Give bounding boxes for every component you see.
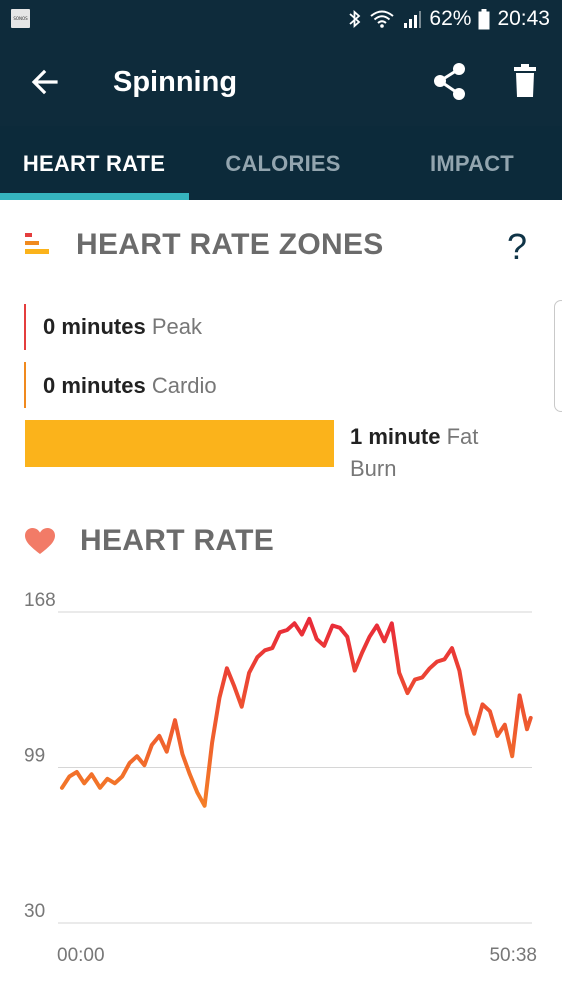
- y-tick-label: 30: [24, 901, 45, 922]
- wifi-icon: [370, 10, 395, 28]
- tab-calories[interactable]: CALORIES: [225, 151, 341, 176]
- zones-icon: [25, 233, 49, 254]
- trash-icon[interactable]: [505, 60, 545, 104]
- battery-percent: 62%: [429, 7, 472, 30]
- zone-cardio-name: Cardio: [151, 373, 217, 398]
- x-tick-label-start: 00:00: [57, 945, 105, 966]
- zone-cardio-text: 0 minutes Cardio: [43, 373, 217, 399]
- share-icon[interactable]: [430, 60, 470, 104]
- zones-section-title: HEART RATE ZONES: [76, 228, 384, 261]
- tab-impact[interactable]: IMPACT: [430, 151, 514, 176]
- app-bar: Spinning: [0, 38, 562, 126]
- zone-peak-marker: [24, 304, 26, 350]
- zone-fat-burn-text: 1 minute Fat Burn: [350, 421, 530, 485]
- zone-cardio-value: 0 minutes: [43, 373, 146, 398]
- battery-icon: [478, 8, 490, 29]
- bluetooth-icon: [349, 9, 361, 29]
- signal-icon: [404, 11, 422, 28]
- zone-fat-burn-value: 1 minute: [350, 424, 441, 449]
- active-tab-indicator: [0, 193, 189, 200]
- back-arrow-icon[interactable]: [26, 62, 66, 102]
- y-tick-label: 99: [24, 746, 45, 767]
- zone-cardio-marker: [24, 362, 26, 408]
- tab-heart-rate[interactable]: HEART RATE: [22, 151, 166, 176]
- help-button[interactable]: ?: [507, 226, 528, 267]
- zone-peak-value: 0 minutes: [43, 314, 146, 339]
- sonos-notification-icon: SONOS: [11, 9, 30, 28]
- clock: 20:43: [497, 7, 550, 30]
- status-icons: 62% 20:43: [348, 0, 550, 38]
- heart-rate-series-line: [60, 616, 533, 808]
- zone-fat-burn-name: Fat Burn: [350, 424, 479, 481]
- heart-rate-section-title: HEART RATE: [80, 524, 275, 557]
- x-tick-label-end: 50:38: [489, 945, 537, 966]
- zone-peak-name: Peak: [151, 314, 202, 339]
- zone-fat-burn-bar: [25, 420, 334, 467]
- status-bar: SONOS 62% 20:43: [0, 0, 562, 38]
- heart-icon: [25, 528, 55, 554]
- zone-peak-text: 0 minutes Peak: [43, 314, 202, 340]
- tab-bar: HEART RATE CALORIES IMPACT: [0, 126, 562, 200]
- y-tick-label: 168: [24, 590, 56, 611]
- scroll-edge: [554, 300, 562, 412]
- page-title: Spinning: [113, 66, 238, 98]
- heart-rate-chart: 30 99 168 00:00 50:38: [24, 590, 537, 966]
